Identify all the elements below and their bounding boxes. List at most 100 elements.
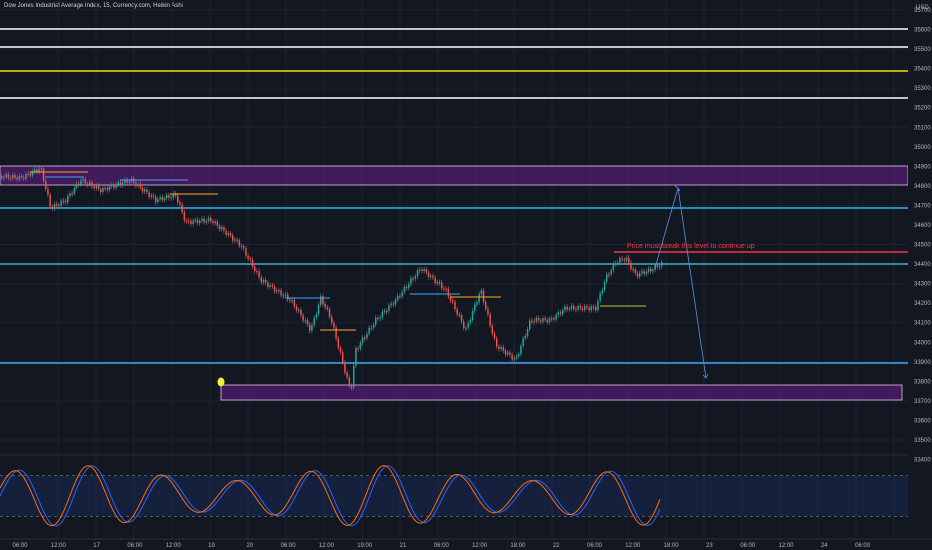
candle-body — [375, 317, 377, 325]
projection-down[interactable] — [677, 187, 707, 379]
price-tick: 35200 — [914, 106, 931, 112]
candle-body — [218, 225, 221, 230]
candle-body — [614, 263, 617, 265]
price-tick: 33800 — [914, 379, 931, 385]
candle-body — [507, 352, 509, 355]
candle-body — [590, 306, 593, 311]
candle-body — [652, 269, 654, 272]
candle-body — [115, 184, 117, 188]
candle-body — [137, 183, 139, 186]
candle-body — [236, 239, 238, 241]
candle-body — [564, 306, 566, 311]
candle-body — [104, 187, 106, 189]
candle-body — [399, 295, 401, 297]
candle-body — [522, 338, 524, 346]
candle-body — [390, 303, 392, 306]
oscillator-line — [0, 465, 661, 527]
candle-body — [146, 189, 148, 193]
candle-body — [421, 269, 423, 271]
candle-body — [650, 268, 652, 272]
candle-body — [568, 308, 571, 310]
candle-body — [467, 322, 469, 328]
candle-body — [364, 337, 366, 340]
candle-body — [203, 218, 205, 223]
candle-body — [313, 317, 315, 326]
marker-dot[interactable] — [217, 377, 225, 387]
candle-body — [291, 299, 293, 302]
candle-body — [454, 301, 456, 310]
price-tick: 34000 — [914, 340, 931, 346]
candle-body — [58, 205, 60, 207]
candle-body — [386, 310, 388, 313]
candle-body — [632, 269, 634, 271]
candle-body — [636, 273, 639, 277]
candle-body — [500, 347, 502, 350]
candle-body — [443, 288, 445, 290]
candle-body — [163, 198, 166, 201]
candle-body — [166, 195, 168, 199]
time-tick: 18:00 — [664, 543, 680, 549]
candle-body — [456, 309, 458, 315]
candle-body — [333, 322, 335, 328]
price-axis[interactable]: 35700 35500 35300 35100 34900 34700 34500 34300… — [914, 8, 931, 464]
candle-body — [207, 217, 210, 222]
candle-body — [661, 262, 663, 267]
time-tick: 06:00 — [281, 543, 297, 549]
candle-body — [559, 312, 562, 315]
candle-body — [379, 317, 381, 319]
candle-body — [601, 290, 604, 294]
candle-body — [493, 333, 496, 339]
candle-body — [232, 235, 234, 241]
candle-body — [370, 327, 373, 329]
candle-body — [623, 259, 626, 261]
candle-body — [95, 185, 98, 189]
candle-body — [111, 185, 113, 187]
candle-body — [412, 278, 414, 280]
candle-body — [73, 187, 76, 194]
candle-body — [117, 182, 120, 185]
candle-body — [357, 348, 359, 350]
candle-body — [102, 187, 104, 192]
candle-body — [196, 219, 199, 224]
candle-body — [128, 181, 131, 183]
candle-body — [40, 168, 43, 170]
price-axis-bg[interactable] — [908, 0, 932, 550]
candle-body — [542, 318, 544, 322]
candle-body — [388, 305, 390, 312]
candle-body — [394, 299, 397, 305]
candle-body — [588, 307, 590, 311]
candle-body — [410, 278, 412, 285]
candle-body — [9, 177, 12, 180]
price-tick: 34200 — [914, 301, 931, 307]
candle-body — [496, 338, 498, 347]
candle-body — [366, 333, 368, 339]
candle-body — [317, 304, 320, 315]
candle-body — [586, 306, 588, 308]
time-axis[interactable]: 06:00 12:00 17 06:00 12:00 19 20 06:00 12:00 19:0… — [0, 538, 932, 549]
candle-body — [465, 327, 467, 330]
candle-body — [504, 350, 507, 355]
candle-body — [610, 270, 612, 275]
candle-body — [575, 309, 577, 311]
candle-body — [377, 317, 379, 320]
candle-body — [183, 212, 186, 221]
candle-body — [647, 268, 650, 272]
candle-body — [460, 315, 463, 322]
candle-body — [434, 277, 436, 283]
candle-body — [436, 282, 439, 284]
candle-body — [113, 185, 115, 188]
candle-body — [139, 183, 142, 188]
candle-body — [469, 319, 472, 323]
projection-up[interactable] — [654, 187, 679, 269]
candle-body — [47, 188, 49, 195]
candle-body — [251, 259, 254, 267]
candle-body — [223, 227, 225, 231]
candle-body — [36, 169, 38, 172]
candle-body — [557, 312, 560, 315]
candle-body — [645, 271, 648, 275]
candle-body — [31, 171, 34, 176]
annotation-text: Price must break this level to continue … — [627, 243, 755, 250]
candle-body — [271, 285, 274, 287]
price-tick: 33700 — [914, 399, 931, 405]
